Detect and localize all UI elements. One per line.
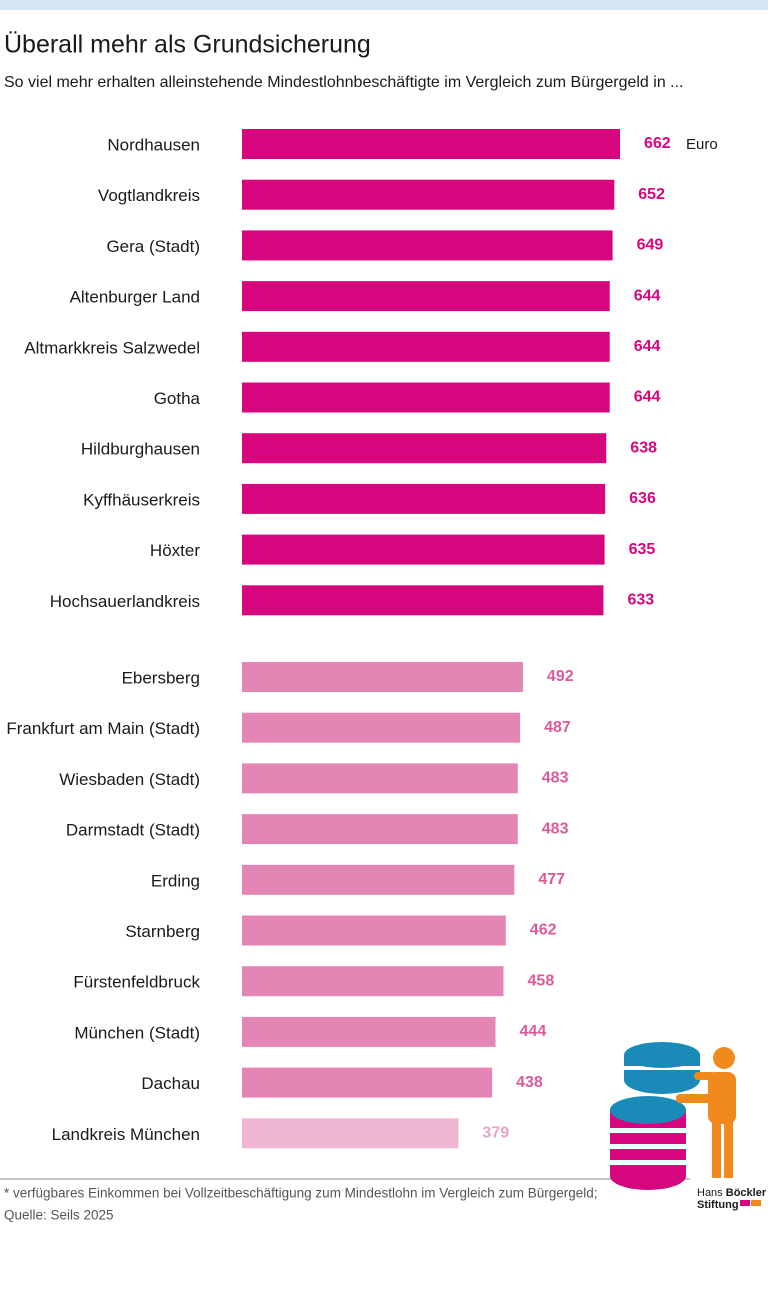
value-label: 652 [638, 186, 665, 203]
bar [242, 129, 621, 159]
bar [242, 382, 610, 413]
value-label: 662 [644, 135, 671, 152]
logo-word: Hans [697, 1187, 723, 1199]
bar [242, 814, 518, 845]
value-label: 438 [516, 1074, 543, 1091]
logo-text: Hans Böckler [697, 1187, 767, 1199]
logo-word: Stiftung [697, 1199, 739, 1211]
bar [242, 915, 506, 946]
category-label: Erding [151, 871, 200, 890]
value-label: 458 [528, 972, 555, 989]
value-label: 444 [520, 1023, 547, 1040]
bar [242, 281, 610, 312]
value-label: 636 [629, 490, 656, 507]
value-label: 644 [634, 287, 661, 304]
unit-label: Euro [686, 136, 718, 153]
category-label: Fürstenfeldbruck [73, 973, 200, 992]
category-label: Dachau [141, 1074, 200, 1093]
value-label: 483 [542, 820, 569, 837]
category-label: Starnberg [125, 922, 200, 941]
category-label: Frankfurt am Main (Stadt) [6, 719, 200, 738]
logo-block [740, 1200, 750, 1206]
footnote: * verfügbares Einkommen bei Vollzeitbesc… [4, 1186, 598, 1201]
bar [242, 331, 610, 362]
category-label: Ebersberg [122, 668, 200, 687]
value-label: 477 [538, 871, 565, 888]
value-label: 635 [629, 541, 656, 558]
value-label: 492 [547, 668, 574, 685]
logo-word: Böckler [726, 1187, 767, 1199]
bar [242, 1118, 459, 1149]
bar [242, 1067, 493, 1098]
bar [242, 712, 521, 743]
bar [242, 230, 613, 261]
category-label: Wiesbaden (Stadt) [59, 770, 200, 789]
category-label: Vogtlandkreis [98, 186, 200, 205]
category-label: Landkreis München [52, 1125, 200, 1144]
bar [242, 179, 615, 210]
category-label: Gotha [154, 389, 201, 408]
value-label: 633 [627, 592, 654, 609]
value-label: 379 [482, 1125, 509, 1142]
top-strip [0, 0, 768, 10]
value-label: 638 [630, 439, 657, 456]
category-label: Hildburghausen [81, 440, 200, 459]
value-label: 649 [637, 237, 664, 254]
value-label: 487 [544, 719, 571, 736]
illustration [610, 1042, 736, 1190]
bar [242, 864, 515, 895]
bar [242, 662, 523, 692]
category-label: Altmarkkreis Salzwedel [24, 338, 200, 357]
category-label: Altenburger Land [70, 288, 200, 307]
logo-block [751, 1200, 761, 1206]
category-label: Darmstadt (Stadt) [66, 821, 200, 840]
chart-subtitle: So viel mehr erhalten alleinstehende Min… [4, 74, 684, 91]
bar [242, 534, 605, 565]
bar [242, 763, 518, 794]
category-label: Gera (Stadt) [106, 237, 200, 256]
bar [242, 483, 606, 514]
category-label: Höxter [150, 541, 200, 560]
chart-title: Überall mehr als Grundsicherung [4, 31, 371, 59]
source: Quelle: Seils 2025 [4, 1208, 114, 1223]
category-label: Hochsauerlandkreis [50, 592, 200, 611]
value-label: 483 [542, 770, 569, 787]
category-label: Nordhausen [107, 135, 200, 154]
bar [242, 966, 504, 997]
value-label: 644 [634, 389, 661, 406]
category-label: München (Stadt) [74, 1023, 200, 1042]
category-label: Kyffhäuserkreis [83, 490, 200, 509]
value-label: 644 [634, 338, 661, 355]
bar [242, 1016, 496, 1047]
value-label: 462 [530, 922, 557, 939]
bar [242, 433, 607, 464]
bar [242, 585, 604, 616]
